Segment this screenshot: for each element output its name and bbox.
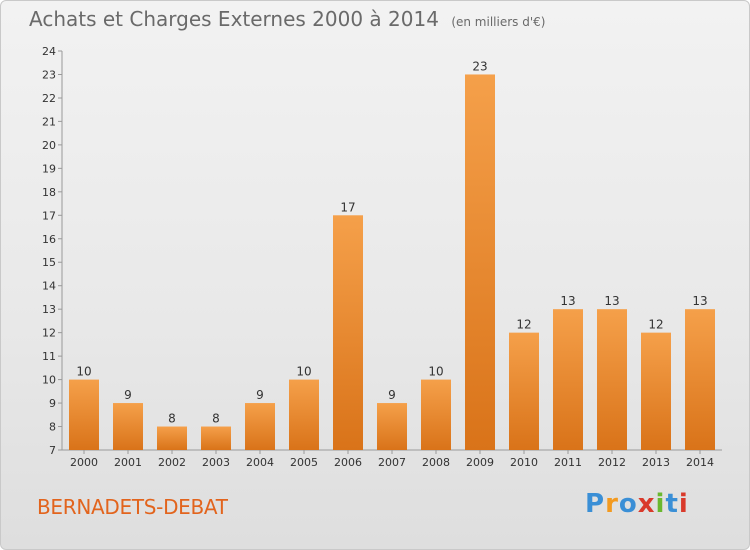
y-tick-label: 20 bbox=[42, 139, 56, 152]
bar-value-label: 23 bbox=[472, 59, 487, 73]
bar-value-label: 12 bbox=[648, 318, 663, 332]
x-tick-label: 2014 bbox=[686, 456, 714, 469]
bar-value-label: 13 bbox=[604, 294, 619, 308]
bar bbox=[685, 309, 715, 450]
bar-value-label: 8 bbox=[212, 412, 220, 426]
bar bbox=[509, 332, 539, 450]
bar-value-label: 10 bbox=[428, 365, 443, 379]
y-tick-label: 15 bbox=[42, 256, 56, 269]
y-tick-label: 12 bbox=[42, 327, 56, 340]
bar bbox=[641, 332, 671, 450]
chart-title-text: Achats et Charges Externes 2000 à 2014 bbox=[29, 7, 439, 31]
logo-letter: i bbox=[678, 489, 689, 519]
bar bbox=[333, 215, 363, 450]
bar bbox=[69, 379, 99, 450]
bar bbox=[245, 403, 275, 450]
x-tick-label: 2007 bbox=[378, 456, 406, 469]
bar-value-label: 8 bbox=[168, 412, 176, 426]
x-tick-label: 2012 bbox=[598, 456, 626, 469]
y-tick-label: 8 bbox=[49, 421, 56, 434]
x-tick-label: 2005 bbox=[290, 456, 318, 469]
x-tick-label: 2013 bbox=[642, 456, 670, 469]
bar bbox=[597, 309, 627, 450]
bar-value-label: 12 bbox=[516, 318, 531, 332]
x-tick-label: 2000 bbox=[70, 456, 98, 469]
y-tick-label: 7 bbox=[49, 444, 56, 457]
y-tick-label: 13 bbox=[42, 303, 56, 316]
bar-value-label: 10 bbox=[296, 365, 311, 379]
chart-title: Achats et Charges Externes 2000 à 2014 (… bbox=[29, 7, 545, 31]
y-tick-label: 14 bbox=[42, 280, 56, 293]
chart-subtitle: (en milliers d'€) bbox=[451, 15, 546, 29]
bar bbox=[157, 426, 187, 450]
proxiti-logo: Proxiti bbox=[585, 489, 689, 519]
bar-value-label: 17 bbox=[340, 200, 355, 214]
y-tick-label: 19 bbox=[42, 162, 56, 175]
logo-letter: t bbox=[665, 489, 679, 519]
logo-letter: i bbox=[655, 489, 666, 519]
y-tick-label: 16 bbox=[42, 233, 56, 246]
y-tick-label: 10 bbox=[42, 374, 56, 387]
x-tick-label: 2008 bbox=[422, 456, 450, 469]
x-tick-label: 2001 bbox=[114, 456, 142, 469]
bar bbox=[421, 379, 451, 450]
logo-letter: P bbox=[585, 489, 606, 519]
y-tick-label: 18 bbox=[42, 186, 56, 199]
bar bbox=[289, 379, 319, 450]
logo-letter: x bbox=[637, 489, 656, 519]
bar-value-label: 9 bbox=[388, 388, 396, 402]
bar-value-label: 13 bbox=[692, 294, 707, 308]
bar bbox=[201, 426, 231, 450]
bar bbox=[377, 403, 407, 450]
bar bbox=[553, 309, 583, 450]
bar bbox=[465, 74, 495, 451]
bar bbox=[113, 403, 143, 450]
y-tick-label: 17 bbox=[42, 209, 56, 222]
x-tick-label: 2009 bbox=[466, 456, 494, 469]
x-tick-label: 2011 bbox=[554, 456, 582, 469]
logo-letter: o bbox=[618, 489, 638, 519]
x-tick-label: 2003 bbox=[202, 456, 230, 469]
bar-value-label: 9 bbox=[124, 388, 132, 402]
x-tick-label: 2002 bbox=[158, 456, 186, 469]
x-tick-label: 2010 bbox=[510, 456, 538, 469]
y-tick-label: 9 bbox=[49, 397, 56, 410]
bar-value-label: 9 bbox=[256, 388, 264, 402]
y-tick-label: 24 bbox=[42, 45, 56, 58]
x-tick-label: 2004 bbox=[246, 456, 274, 469]
y-tick-label: 11 bbox=[42, 350, 56, 363]
bar-value-label: 13 bbox=[560, 294, 575, 308]
logo-letter: r bbox=[605, 489, 619, 519]
location-name: BERNADETS-DEBAT bbox=[37, 495, 228, 519]
bar-value-label: 10 bbox=[76, 365, 91, 379]
y-tick-label: 22 bbox=[42, 92, 56, 105]
y-tick-label: 21 bbox=[42, 115, 56, 128]
y-tick-label: 23 bbox=[42, 68, 56, 81]
x-tick-label: 2006 bbox=[334, 456, 362, 469]
